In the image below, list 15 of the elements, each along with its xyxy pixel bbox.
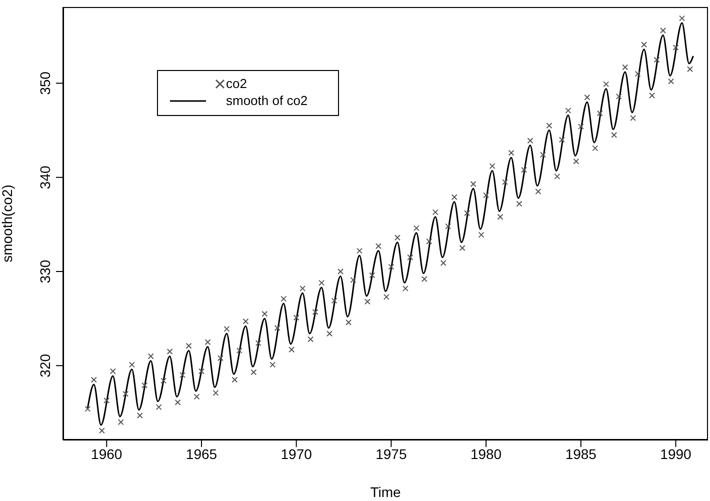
x-tick-label: 1980	[470, 446, 502, 462]
x-tick-label: 1965	[186, 446, 218, 462]
y-tick-label: 340	[37, 165, 53, 190]
y-tick-label: 320	[37, 354, 53, 378]
y-tick-label: 350	[37, 71, 53, 95]
x-tick-label: 1970	[280, 446, 312, 462]
x-tick-label: 1975	[376, 446, 407, 462]
legend-label: smooth of co2	[226, 93, 308, 108]
y-tick-label: 330	[37, 260, 53, 284]
x-tick-label: 1985	[565, 446, 597, 462]
x-tick-label: 1990	[660, 446, 692, 462]
x-tick-label: 1960	[91, 446, 122, 462]
legend-label: co2	[226, 76, 247, 91]
y-axis-title: smooth(co2)	[0, 184, 15, 262]
x-axis-title: Time	[370, 484, 402, 500]
